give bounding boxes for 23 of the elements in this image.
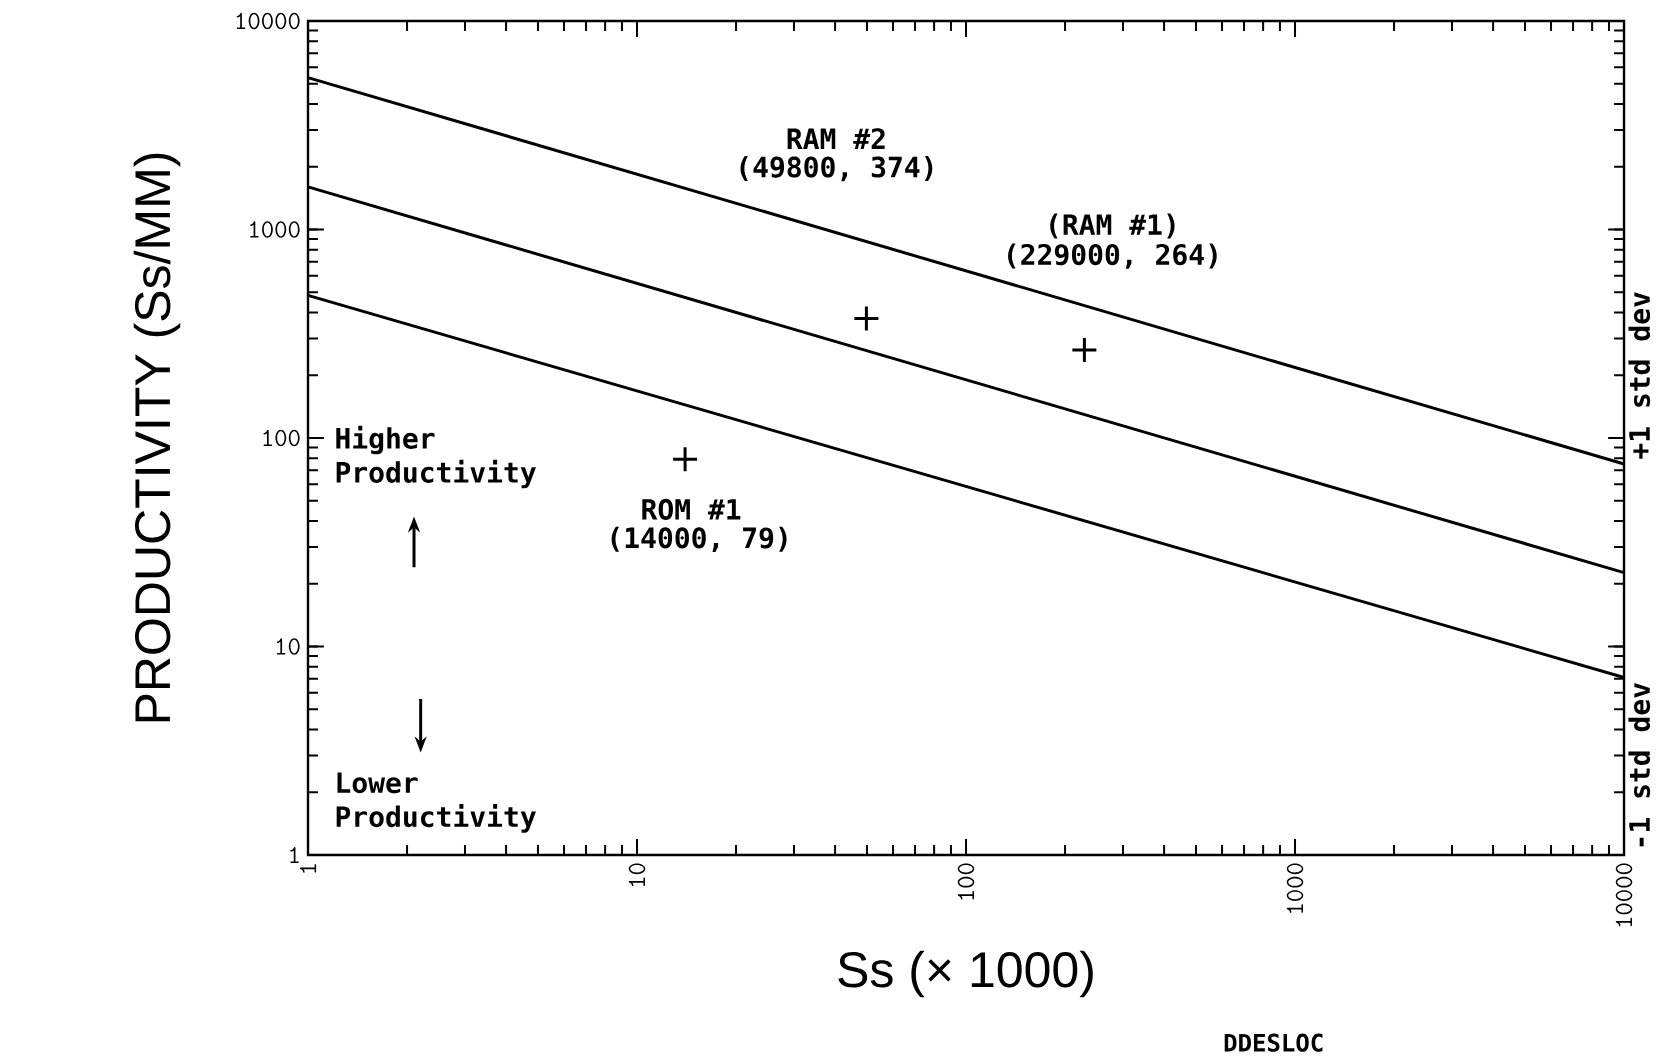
x-tick-label: 100 (957, 863, 975, 900)
x-tick-label: 1 (299, 864, 317, 873)
y-tick-label: 100 (263, 429, 300, 447)
annotation: Lower Productivity (336, 772, 536, 833)
y-tick-label: 1000 (250, 221, 300, 238)
legend-label: -1 std dev (1628, 683, 1651, 847)
annotation: (14000, 79) (611, 526, 787, 552)
x-tick-label: 1000 (1286, 863, 1304, 913)
x-tick-label: 10000 (1615, 863, 1633, 927)
x-axis-title: Ss (× 1000) (838, 950, 1093, 998)
legend-label: +1 std dev (1628, 292, 1651, 459)
text: DDESLOC (1224, 1033, 1323, 1052)
annotation: RAM #2 (787, 128, 885, 149)
annotation: Higher Productivity (336, 425, 536, 489)
y-axis-title: PRODUCTIVITY (Ss/MM) (133, 153, 181, 722)
y-tick-label: 10 (276, 638, 300, 655)
annotation: (RAM #1) (1050, 213, 1175, 239)
y-tick-label: 1 (290, 846, 299, 864)
annotation: (49800, 374) (740, 155, 933, 182)
x-tick-label: 10 (628, 863, 646, 887)
y-tick-label: 10000 (236, 12, 300, 30)
annotation: ROM #1 (642, 498, 741, 520)
annotation: (229000, 264) (1008, 243, 1217, 269)
